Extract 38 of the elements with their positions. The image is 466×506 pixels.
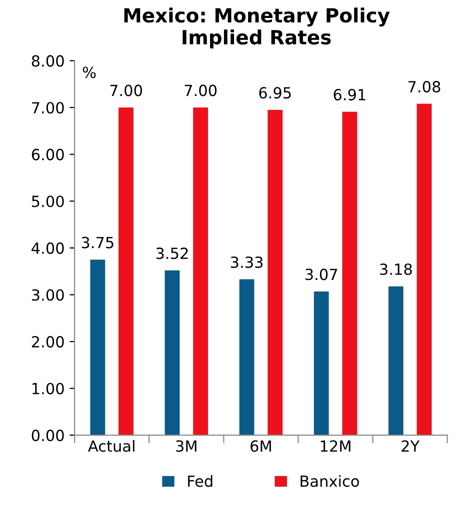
bar: [268, 110, 283, 436]
bar: [164, 270, 180, 436]
y-tick-label: 5.00: [32, 196, 64, 208]
data-label: 3.33: [230, 256, 263, 268]
data-label: 3.07: [306, 268, 338, 280]
bar: [90, 260, 106, 436]
data-label: 3.18: [380, 263, 412, 276]
bar: [342, 112, 358, 436]
data-label: 3.52: [156, 248, 188, 260]
y-tick-label: 6.00: [32, 148, 64, 160]
bar: [118, 108, 134, 436]
data-label: 7.08: [408, 80, 440, 92]
bar: [193, 108, 208, 436]
x-tick-label: 2Y: [402, 440, 420, 452]
y-tick-label: 3.00: [32, 289, 64, 301]
data-label: 6.95: [259, 87, 291, 99]
x-tick-label: 6M: [250, 440, 271, 452]
data-label: 7.00: [184, 84, 217, 96]
bar: [388, 286, 404, 436]
bar: [416, 104, 432, 436]
legend-label: Fed: [188, 475, 212, 487]
y-axis-title: %: [82, 66, 96, 78]
y-tick-label: 2.00: [32, 336, 64, 348]
bar: [314, 291, 329, 436]
chart-title: Mexico: Monetary Policy Implied Rates: [124, 8, 390, 48]
data-label: 7.00: [110, 84, 142, 96]
bar: [239, 279, 254, 436]
x-tick-label: 3M: [176, 440, 196, 452]
legend-label: Banxico: [300, 475, 359, 487]
x-tick-label: 12M: [320, 440, 350, 452]
y-tick-label: 7.00: [32, 102, 64, 114]
data-label: 3.75: [82, 236, 114, 248]
y-tick-label: 4.00: [32, 242, 64, 254]
y-tick-label: 0.00: [32, 430, 64, 442]
x-tick-label: Actual: [88, 440, 134, 452]
data-label: 6.91: [334, 88, 366, 100]
y-tick-label: 8.00: [32, 55, 64, 67]
y-tick-label: 1.00: [32, 382, 64, 394]
